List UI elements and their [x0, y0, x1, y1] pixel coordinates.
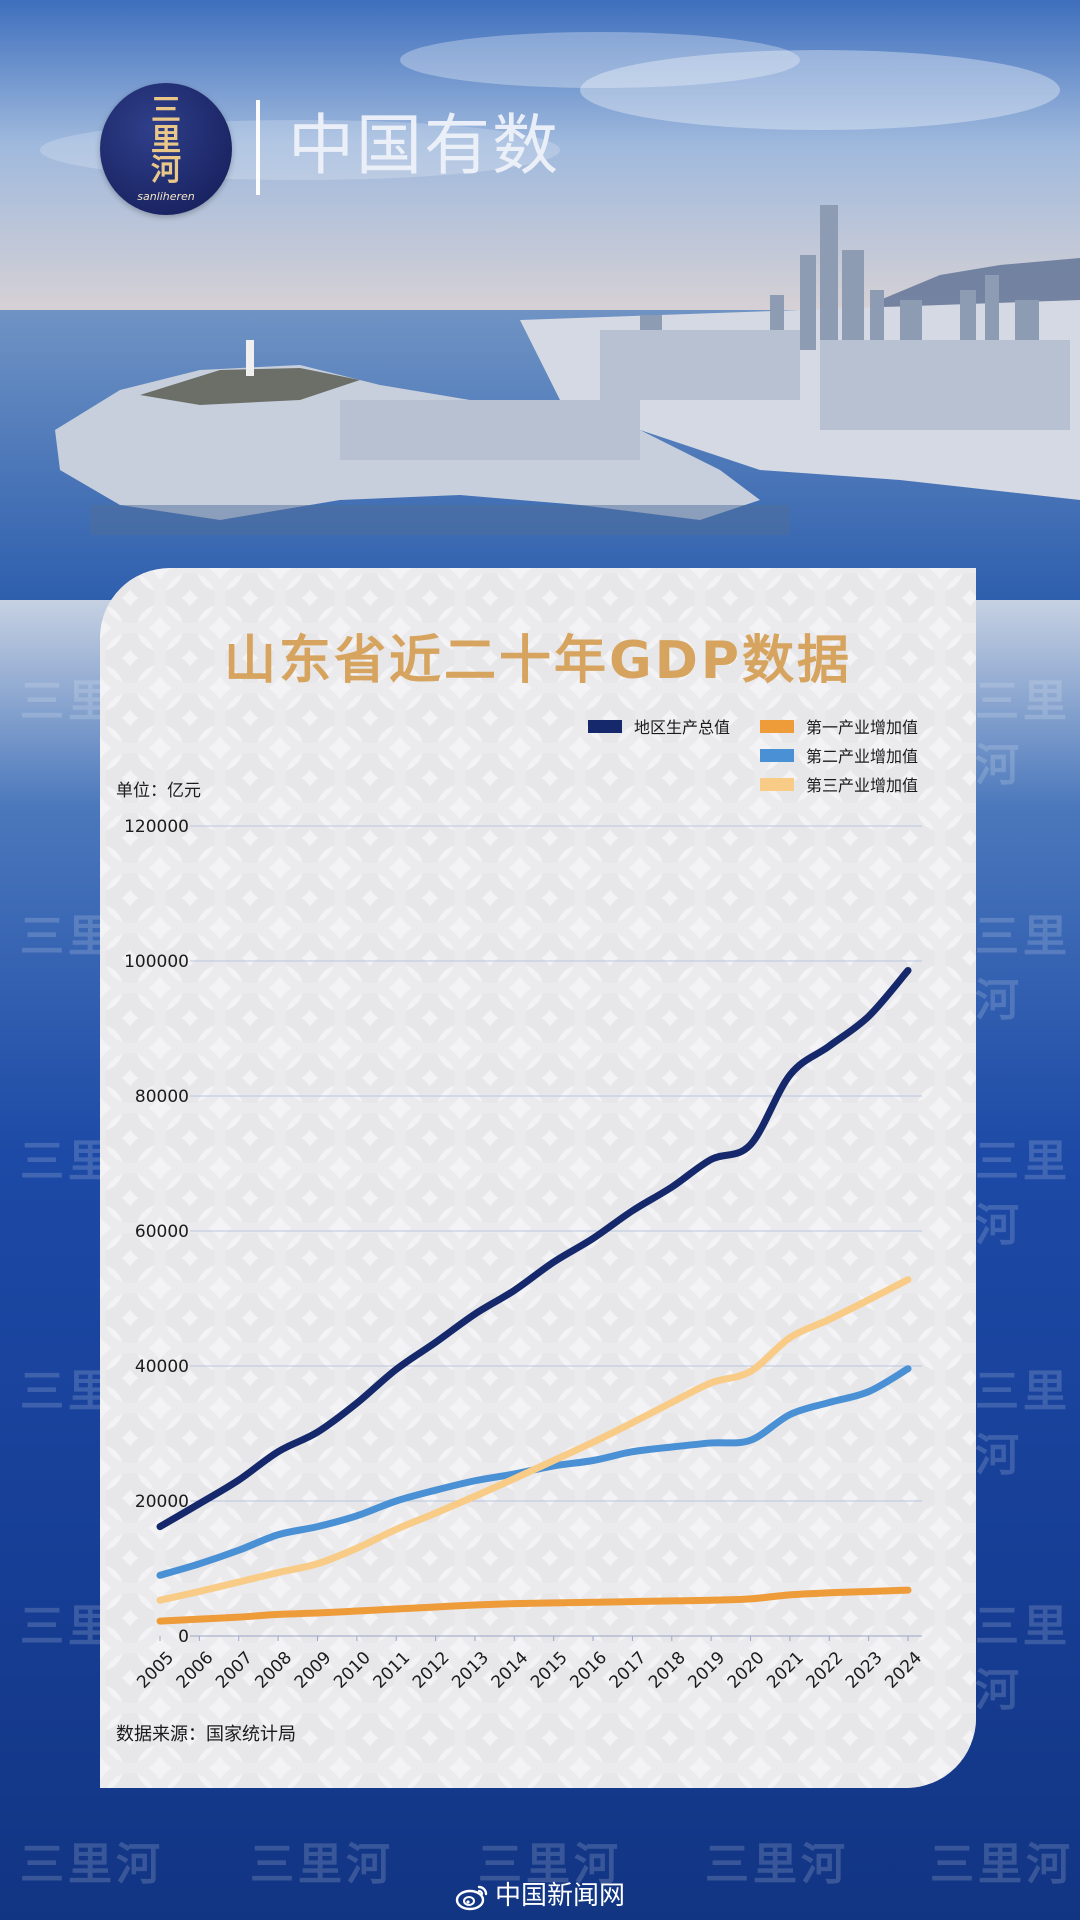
y-tick-label: 120000 [124, 817, 189, 837]
legend-label: 第二产业增加值 [806, 747, 919, 766]
watermark: 三里河 [705, 1839, 849, 1890]
card-background-pattern [100, 568, 976, 1788]
y-tick-label: 0 [178, 1627, 189, 1647]
y-tick-label: 20000 [135, 1492, 189, 1512]
x-tick-label: 2012 [409, 1648, 454, 1693]
series-line-primary [156, 1586, 912, 1625]
x-tick-label: 2021 [763, 1648, 808, 1693]
data-source: 数据来源：国家统计局 [116, 1724, 296, 1745]
weibo-icon [455, 1885, 488, 1910]
x-tick-label: 2006 [173, 1648, 218, 1693]
x-tick-label: 2023 [842, 1648, 887, 1693]
x-tick-label: 2019 [684, 1648, 729, 1693]
legend-item-primary: 第一产业增加值 [760, 714, 918, 738]
legend-label: 第三产业增加值 [806, 776, 919, 795]
watermark: 三里河 [975, 911, 1071, 1026]
brand-title: 中国有数 [288, 107, 560, 184]
watermark: 三里河 [930, 1839, 1074, 1890]
watermark: 三里河 [975, 1601, 1071, 1716]
series-line-gdp [156, 966, 912, 1531]
logo-char: 里 [151, 122, 181, 158]
x-tick-label: 2008 [251, 1648, 296, 1693]
x-tick-label: 2009 [291, 1648, 336, 1693]
watermark: 三里河 [250, 1839, 394, 1890]
logo-divider [256, 100, 260, 195]
y-axis-ticks: 0 20000 40000 60000 80000 100000 120000 [124, 817, 189, 1647]
x-tick-label: 2015 [527, 1648, 572, 1693]
x-tick-label: 2007 [212, 1648, 257, 1693]
x-tick-label: 2013 [448, 1648, 493, 1693]
legend-swatch [588, 719, 622, 733]
series-line-tertiary [156, 1276, 912, 1604]
legend-item-tertiary: 第三产业增加值 [760, 772, 918, 796]
city-skyline-illustration [0, 0, 1080, 600]
x-axis-ticks: 2005200620072008200920102011201220132014… [133, 1636, 926, 1693]
logo-char: 河 [151, 152, 181, 188]
gridlines [190, 825, 922, 1637]
x-tick-label: 2020 [724, 1648, 769, 1693]
x-tick-label: 2024 [881, 1648, 926, 1693]
footer-text: 中国新闻网 [494, 1881, 625, 1911]
legend-label: 第一产业增加值 [806, 718, 919, 737]
legend-swatch [760, 777, 794, 791]
watermark: 三里河 [478, 1839, 622, 1890]
series-lines [156, 966, 912, 1625]
logo-char: 三 [151, 92, 181, 128]
header-photo [0, 0, 1080, 600]
x-tick-label: 2011 [369, 1648, 414, 1693]
x-tick-label: 2017 [606, 1648, 651, 1693]
legend-swatch [760, 719, 794, 733]
x-tick-label: 2018 [645, 1648, 690, 1693]
logo-subtitle: sanliheren [137, 189, 195, 203]
watermark: 三里河 [20, 1839, 164, 1890]
y-tick-label: 40000 [135, 1357, 189, 1377]
watermark: 三里河 [975, 1366, 1071, 1481]
y-tick-label: 80000 [135, 1087, 189, 1107]
x-tick-label: 2014 [488, 1648, 533, 1693]
legend-item-gdp: 地区生产总值 [588, 714, 730, 738]
x-tick-label: 2010 [330, 1648, 375, 1693]
legend-item-secondary: 第二产业增加值 [760, 743, 918, 767]
chart-title: 山东省近二十年GDP数据 [224, 631, 852, 691]
y-tick-label: 60000 [135, 1222, 189, 1242]
x-tick-label: 2016 [566, 1648, 611, 1693]
watermark: 三里河 [975, 676, 1071, 791]
legend-label: 地区生产总值 [634, 718, 731, 737]
x-tick-label: 2005 [133, 1648, 178, 1693]
legend-swatch [760, 748, 794, 762]
chart-legend: 地区生产总值 第一产业增加值 第二产业增加值 第三产业增加值 [100, 568, 976, 795]
x-tick-label: 2022 [803, 1648, 848, 1693]
chart-card: 山东省近二十年GDP数据 地区生产总值 第一产业增加值 第二产业增加值 第三产业… [100, 568, 976, 1788]
footer: 中国新闻网 [0, 1875, 1080, 1912]
watermark: 三里河 [975, 1136, 1071, 1251]
unit-label: 单位：亿元 [116, 781, 201, 801]
y-tick-label: 100000 [124, 952, 189, 972]
brand-logo: 三 里 河 sanliheren [100, 83, 232, 215]
